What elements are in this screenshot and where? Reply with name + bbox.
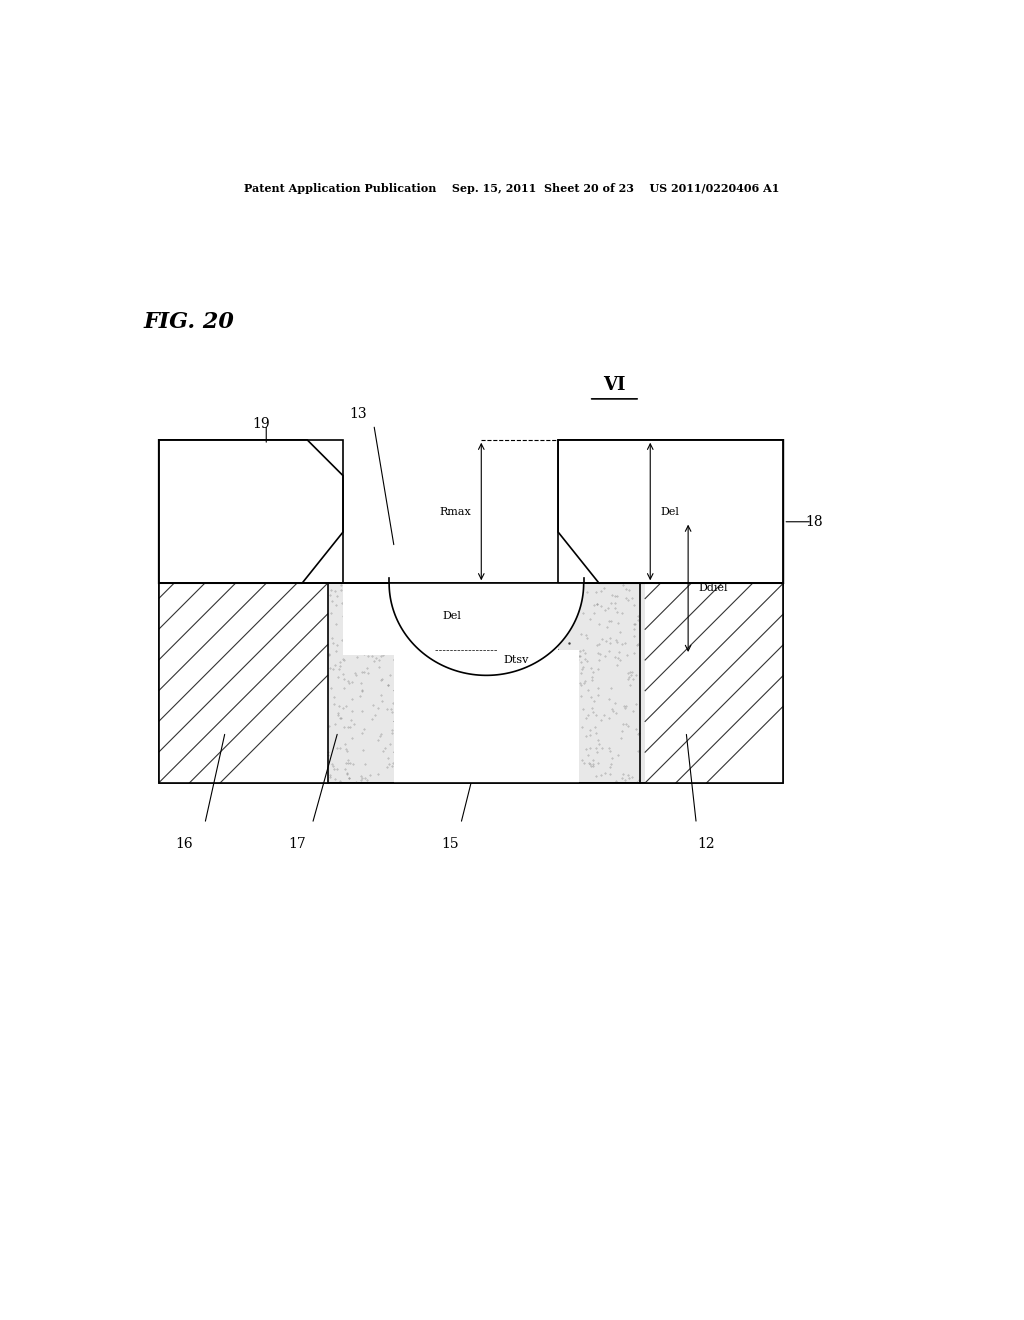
Text: Dtsv: Dtsv (504, 655, 529, 665)
Text: 12: 12 (697, 837, 716, 851)
Text: 19: 19 (252, 417, 270, 432)
Bar (343, 583, 558, 655)
Polygon shape (389, 583, 584, 676)
Text: Patent Application Publication    Sep. 15, 2011  Sheet 20 of 23    US 2011/02204: Patent Application Publication Sep. 15, … (245, 183, 779, 194)
Bar (159, 583, 328, 783)
Text: Ddiel: Ddiel (698, 583, 728, 593)
Bar (159, 583, 328, 783)
Text: 15: 15 (441, 837, 460, 851)
Text: 18: 18 (805, 515, 823, 529)
Text: Del: Del (442, 611, 461, 622)
Text: 17: 17 (288, 837, 306, 851)
Bar (645, 583, 783, 783)
Text: 16: 16 (175, 837, 194, 851)
Text: VI: VI (603, 376, 626, 393)
Text: Del: Del (660, 507, 679, 516)
Bar (394, 649, 579, 783)
Text: Rmax: Rmax (439, 507, 471, 516)
Bar (394, 649, 579, 783)
Bar (558, 440, 783, 583)
Bar (159, 583, 783, 783)
Bar (159, 583, 783, 783)
Bar (343, 583, 558, 609)
Bar (159, 440, 343, 583)
Text: 13: 13 (349, 408, 368, 421)
Bar (645, 583, 783, 783)
Text: FIG. 20: FIG. 20 (143, 312, 234, 333)
